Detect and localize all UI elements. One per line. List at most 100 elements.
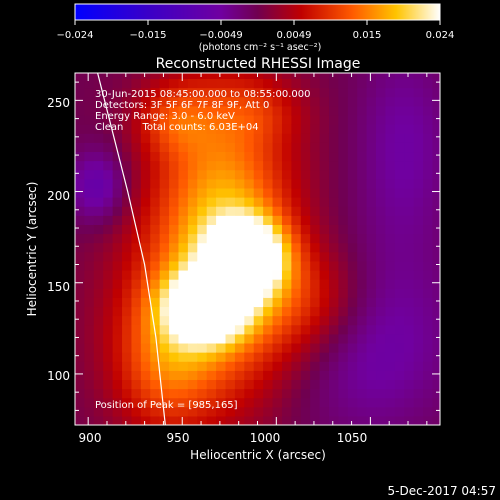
heatmap-cell xyxy=(159,224,170,235)
heatmap-cell xyxy=(187,379,198,390)
heatmap-cell xyxy=(253,169,264,180)
heatmap-cell xyxy=(234,73,245,80)
heatmap-cell xyxy=(225,78,236,89)
heatmap-cell xyxy=(394,315,405,326)
heatmap-cell xyxy=(423,379,434,390)
heatmap-cell xyxy=(338,251,349,262)
heatmap-cell xyxy=(93,142,104,153)
heatmap-cell xyxy=(413,87,424,98)
heatmap-cell xyxy=(338,206,349,216)
heatmap-cell xyxy=(75,279,86,289)
heatmap-cell xyxy=(404,388,415,399)
colorbar-tick-label: −0.024 xyxy=(56,30,93,41)
heatmap-cell xyxy=(225,133,236,143)
heatmap-cell xyxy=(112,96,123,107)
heatmap-cell xyxy=(131,324,142,335)
heatmap-cell xyxy=(206,242,217,253)
heatmap-cell xyxy=(178,342,189,353)
heatmap-cell xyxy=(169,160,180,171)
heatmap-cell xyxy=(272,233,283,244)
heatmap-cell xyxy=(319,279,330,289)
heatmap-cell xyxy=(225,233,236,244)
heatmap-cell xyxy=(234,370,245,380)
heatmap-cell xyxy=(413,324,424,335)
heatmap-cell xyxy=(291,333,302,344)
heatmap-cell xyxy=(366,370,377,380)
heatmap-cell xyxy=(338,73,349,80)
heatmap-cell xyxy=(394,288,405,298)
heatmap-cell xyxy=(187,397,198,408)
heatmap-cell xyxy=(84,151,95,162)
heatmap-cell xyxy=(394,187,405,198)
heatmap-cell xyxy=(244,415,255,425)
colorbar-tick-label: 0.015 xyxy=(353,30,382,41)
heatmap-cell xyxy=(291,142,302,153)
heatmap-cell xyxy=(357,297,368,308)
heatmap-cell xyxy=(394,297,405,308)
heatmap-cell xyxy=(310,178,321,189)
heatmap-cell xyxy=(131,178,142,189)
heatmap-cell xyxy=(216,206,227,216)
heatmap-cell xyxy=(187,342,198,353)
heatmap-cell xyxy=(291,260,302,271)
heatmap-cell xyxy=(385,215,396,225)
heatmap-cell xyxy=(178,114,189,125)
heatmap-cell xyxy=(413,297,424,308)
heatmap-cell xyxy=(272,124,283,134)
heatmap-cell xyxy=(319,233,330,244)
heatmap-cell xyxy=(366,206,377,216)
heatmap-cell xyxy=(244,279,255,289)
heatmap-cell xyxy=(187,324,198,335)
heatmap-cell xyxy=(75,324,86,335)
heatmap-cell xyxy=(216,224,227,235)
heatmap-cell xyxy=(187,315,198,326)
heatmap-cell xyxy=(93,187,104,198)
heatmap-cell xyxy=(216,215,227,225)
heatmap-cell xyxy=(234,96,245,107)
heatmap-cell xyxy=(376,279,387,289)
heatmap-cell xyxy=(131,114,142,125)
heatmap-cell xyxy=(197,260,208,271)
heatmap-cell xyxy=(413,315,424,326)
heatmap-cell xyxy=(376,288,387,298)
heatmap-cell xyxy=(404,251,415,262)
heatmap-cell xyxy=(216,96,227,107)
heatmap-cell xyxy=(225,370,236,380)
heatmap-cell xyxy=(244,352,255,362)
heatmap-cell xyxy=(272,160,283,171)
heatmap-cell xyxy=(140,151,151,162)
heatmap-cell xyxy=(93,260,104,271)
heatmap-cell xyxy=(159,251,170,262)
heatmap-cell xyxy=(376,114,387,125)
heatmap-cell xyxy=(272,324,283,335)
heatmap-cell xyxy=(216,124,227,134)
heatmap-cell xyxy=(244,361,255,371)
heatmap-cell xyxy=(206,279,217,289)
heatmap-cell xyxy=(140,406,151,417)
heatmap-cell xyxy=(93,352,104,362)
heatmap-cell xyxy=(263,206,274,216)
heatmap-cell xyxy=(234,288,245,298)
detectors-annotation: Detectors: 3F 5F 6F 7F 8F 9F, Att 0 xyxy=(95,100,269,111)
heatmap-cell xyxy=(385,224,396,235)
heatmap-cell xyxy=(432,169,440,180)
heatmap-cell xyxy=(263,297,274,308)
heatmap-cell xyxy=(75,388,86,399)
heatmap-cell xyxy=(122,397,133,408)
heatmap-cell xyxy=(122,114,133,125)
heatmap-cell xyxy=(338,133,349,143)
heatmap-cell xyxy=(178,105,189,116)
heatmap-cell xyxy=(281,87,292,98)
heatmap-cell xyxy=(178,224,189,235)
heatmap-cell xyxy=(234,169,245,180)
heatmap-cell xyxy=(376,251,387,262)
heatmap-cell xyxy=(310,342,321,353)
heatmap-cell xyxy=(253,114,264,125)
heatmap-cell xyxy=(140,96,151,107)
heatmap-cell xyxy=(423,197,434,207)
heatmap-cell xyxy=(206,133,217,143)
heatmap-cell xyxy=(432,370,440,380)
heatmap-cell xyxy=(187,242,198,253)
heatmap-cell xyxy=(272,269,283,280)
heatmap-cell xyxy=(272,370,283,380)
